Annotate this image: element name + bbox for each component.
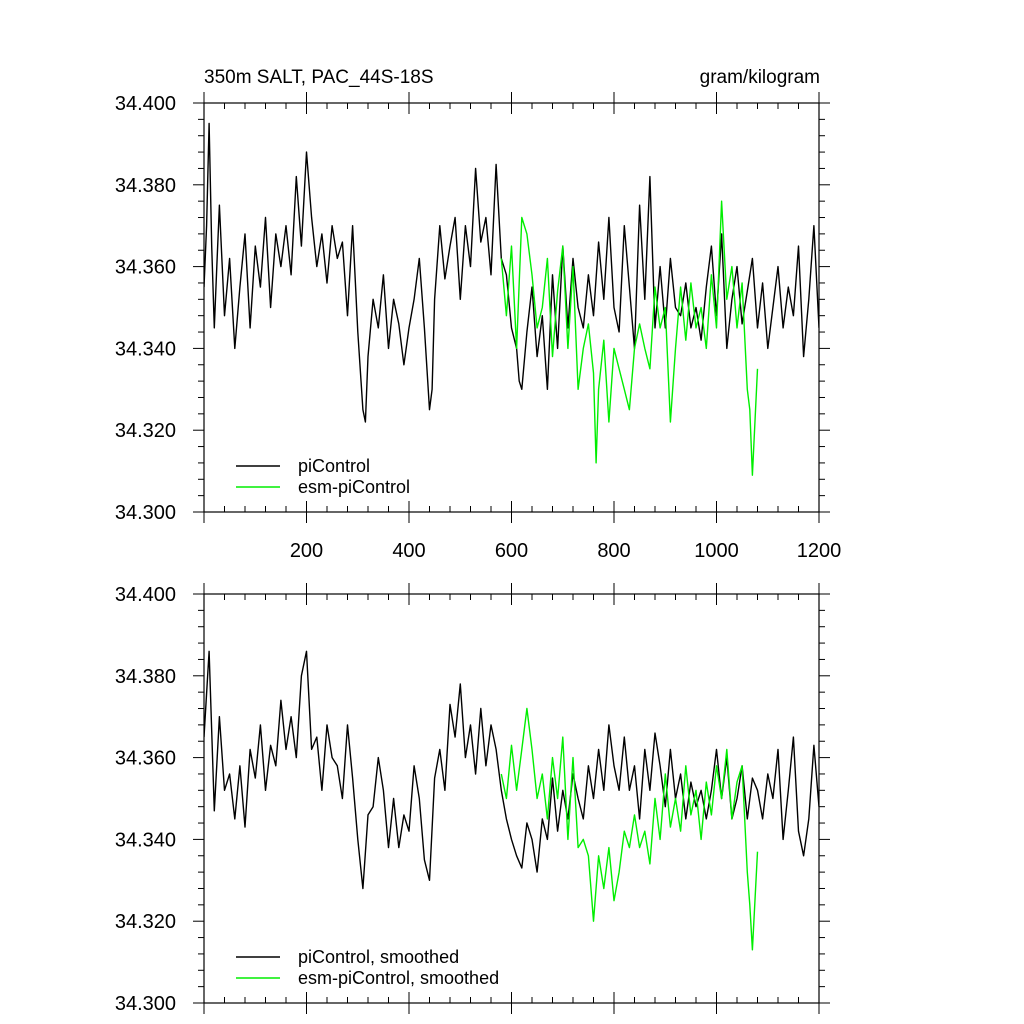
- x-tick-label: 1200: [797, 540, 842, 562]
- x-tick-label: 400: [392, 540, 425, 562]
- y-tick-label: 34.320: [115, 420, 176, 442]
- legend-label: esm-piControl, smoothed: [298, 968, 499, 988]
- legend-label: piControl: [298, 456, 370, 476]
- chart-units: gram/kilogram: [700, 67, 820, 88]
- chart-title: 350m SALT, PAC_44S-18S: [204, 67, 434, 88]
- legend-label: piControl, smoothed: [298, 947, 459, 967]
- x-tick-label: 600: [495, 540, 528, 562]
- top-panel: 34.300 34.320 34.340 34.360 34.380 34.400 200 4…: [115, 92, 841, 562]
- series-line-esm-picontrol: [500, 707, 759, 951]
- plot-frame: [203, 593, 820, 1004]
- y-tick-label: 34.300: [115, 993, 176, 1015]
- y-tick-label: 34.300: [115, 502, 176, 524]
- series-line-esm-picontrol: [500, 200, 759, 476]
- y-tick-label: 34.340: [115, 338, 176, 360]
- legend-label: esm-piControl: [298, 477, 410, 497]
- y-tick-label: 34.380: [115, 175, 176, 197]
- y-tick-label: 34.320: [115, 911, 176, 933]
- y-tick-label: 34.400: [115, 93, 176, 115]
- y-tick-label: 34.360: [115, 257, 176, 279]
- series-line-picontrol: [204, 650, 819, 890]
- y-tick-label: 34.400: [115, 584, 176, 606]
- x-tick-label: 800: [597, 540, 630, 562]
- y-tick-label: 34.380: [115, 666, 176, 688]
- plot-frame: [203, 102, 820, 513]
- y-tick-label: 34.340: [115, 829, 176, 851]
- x-tick-label: 1000: [694, 540, 739, 562]
- bottom-panel: 34.300 34.320 34.340 34.360 34.380 34.400 piCo…: [115, 583, 830, 1015]
- y-tick-label: 34.360: [115, 748, 176, 770]
- series-line-picontrol: [204, 122, 819, 423]
- x-tick-label: 200: [290, 540, 323, 562]
